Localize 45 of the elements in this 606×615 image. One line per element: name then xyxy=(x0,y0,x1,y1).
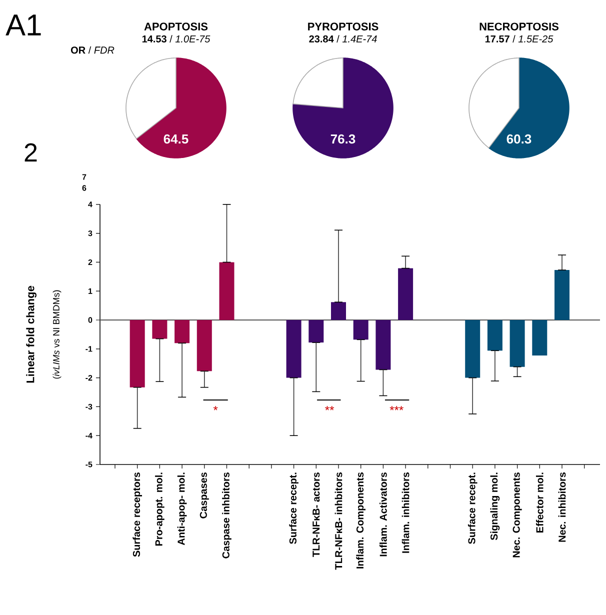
chart-title: APOPTOSIS xyxy=(144,22,208,30)
x-tick-label: Inflam. Activators xyxy=(380,472,387,556)
data-label: 60.3 xyxy=(506,134,532,144)
data-label: 64.5 xyxy=(164,134,188,144)
y-tick-label: 3 xyxy=(88,230,92,236)
data-label: 76.3 xyxy=(330,134,356,144)
x-tick-label: Anti-apop- mol. xyxy=(177,472,187,546)
x-tick-label: TLR-NFκB- inhbitors xyxy=(334,472,342,570)
x-tick-label: Caspase inhbitors xyxy=(222,472,232,558)
chart-subtitle: 14.53 / 1.0E-75 xyxy=(142,35,210,42)
text: A1 xyxy=(6,14,41,36)
annotation: *** xyxy=(390,406,404,410)
x-tick-label: TLR-NFκB- actors xyxy=(312,472,320,557)
text: 2 xyxy=(24,143,37,162)
x-tick-label: Effector mol. xyxy=(536,472,544,532)
x-tick-label: Nec. Components xyxy=(512,472,522,558)
chart-subtitle: 17.57 / 1.5E-25 xyxy=(485,35,554,42)
x-tick-label: Signaling mol. xyxy=(490,472,500,540)
text: 7 xyxy=(82,174,86,180)
x-tick-label: Nec. inhibitors xyxy=(558,472,566,542)
y-tick-label: 2 xyxy=(88,259,92,265)
chart-title: NECROPTOSIS xyxy=(480,22,558,30)
y-tick-label: 4 xyxy=(88,202,92,208)
y-tick-label: 1 xyxy=(88,288,92,294)
x-tick-label: Inflam. inhibitors xyxy=(402,472,410,553)
annotation: * xyxy=(213,406,218,410)
chart-subtitle: 23.84 / 1.4E-74 xyxy=(309,35,377,42)
x-tick-label: Inflam. Components xyxy=(356,472,366,568)
x-tick-label: Surface recept. xyxy=(468,472,478,544)
x-tick-label: Caspases xyxy=(200,472,209,518)
text: (ivLIMs vs NI BMDMs) xyxy=(52,290,62,379)
y-tick-label: -2 xyxy=(86,375,92,381)
text: 6 xyxy=(82,185,86,191)
chart-title: PYROPTOSIS xyxy=(308,22,378,30)
y-tick-label: 0 xyxy=(88,317,92,323)
y-tick-label: -3 xyxy=(86,404,92,410)
y-tick-label: -1 xyxy=(86,346,92,352)
y-tick-label: -4 xyxy=(86,432,92,438)
x-tick-label: Surface recept. xyxy=(289,472,298,544)
x-tick-label: Surface receptors xyxy=(132,472,142,557)
annotation: ** xyxy=(325,406,334,410)
text: OR / FDR xyxy=(70,46,114,54)
y-tick-label: -5 xyxy=(86,462,92,468)
x-tick-label: Pro-apopt. mol. xyxy=(155,472,164,546)
y-axis-title: Linear fold change xyxy=(26,286,36,383)
